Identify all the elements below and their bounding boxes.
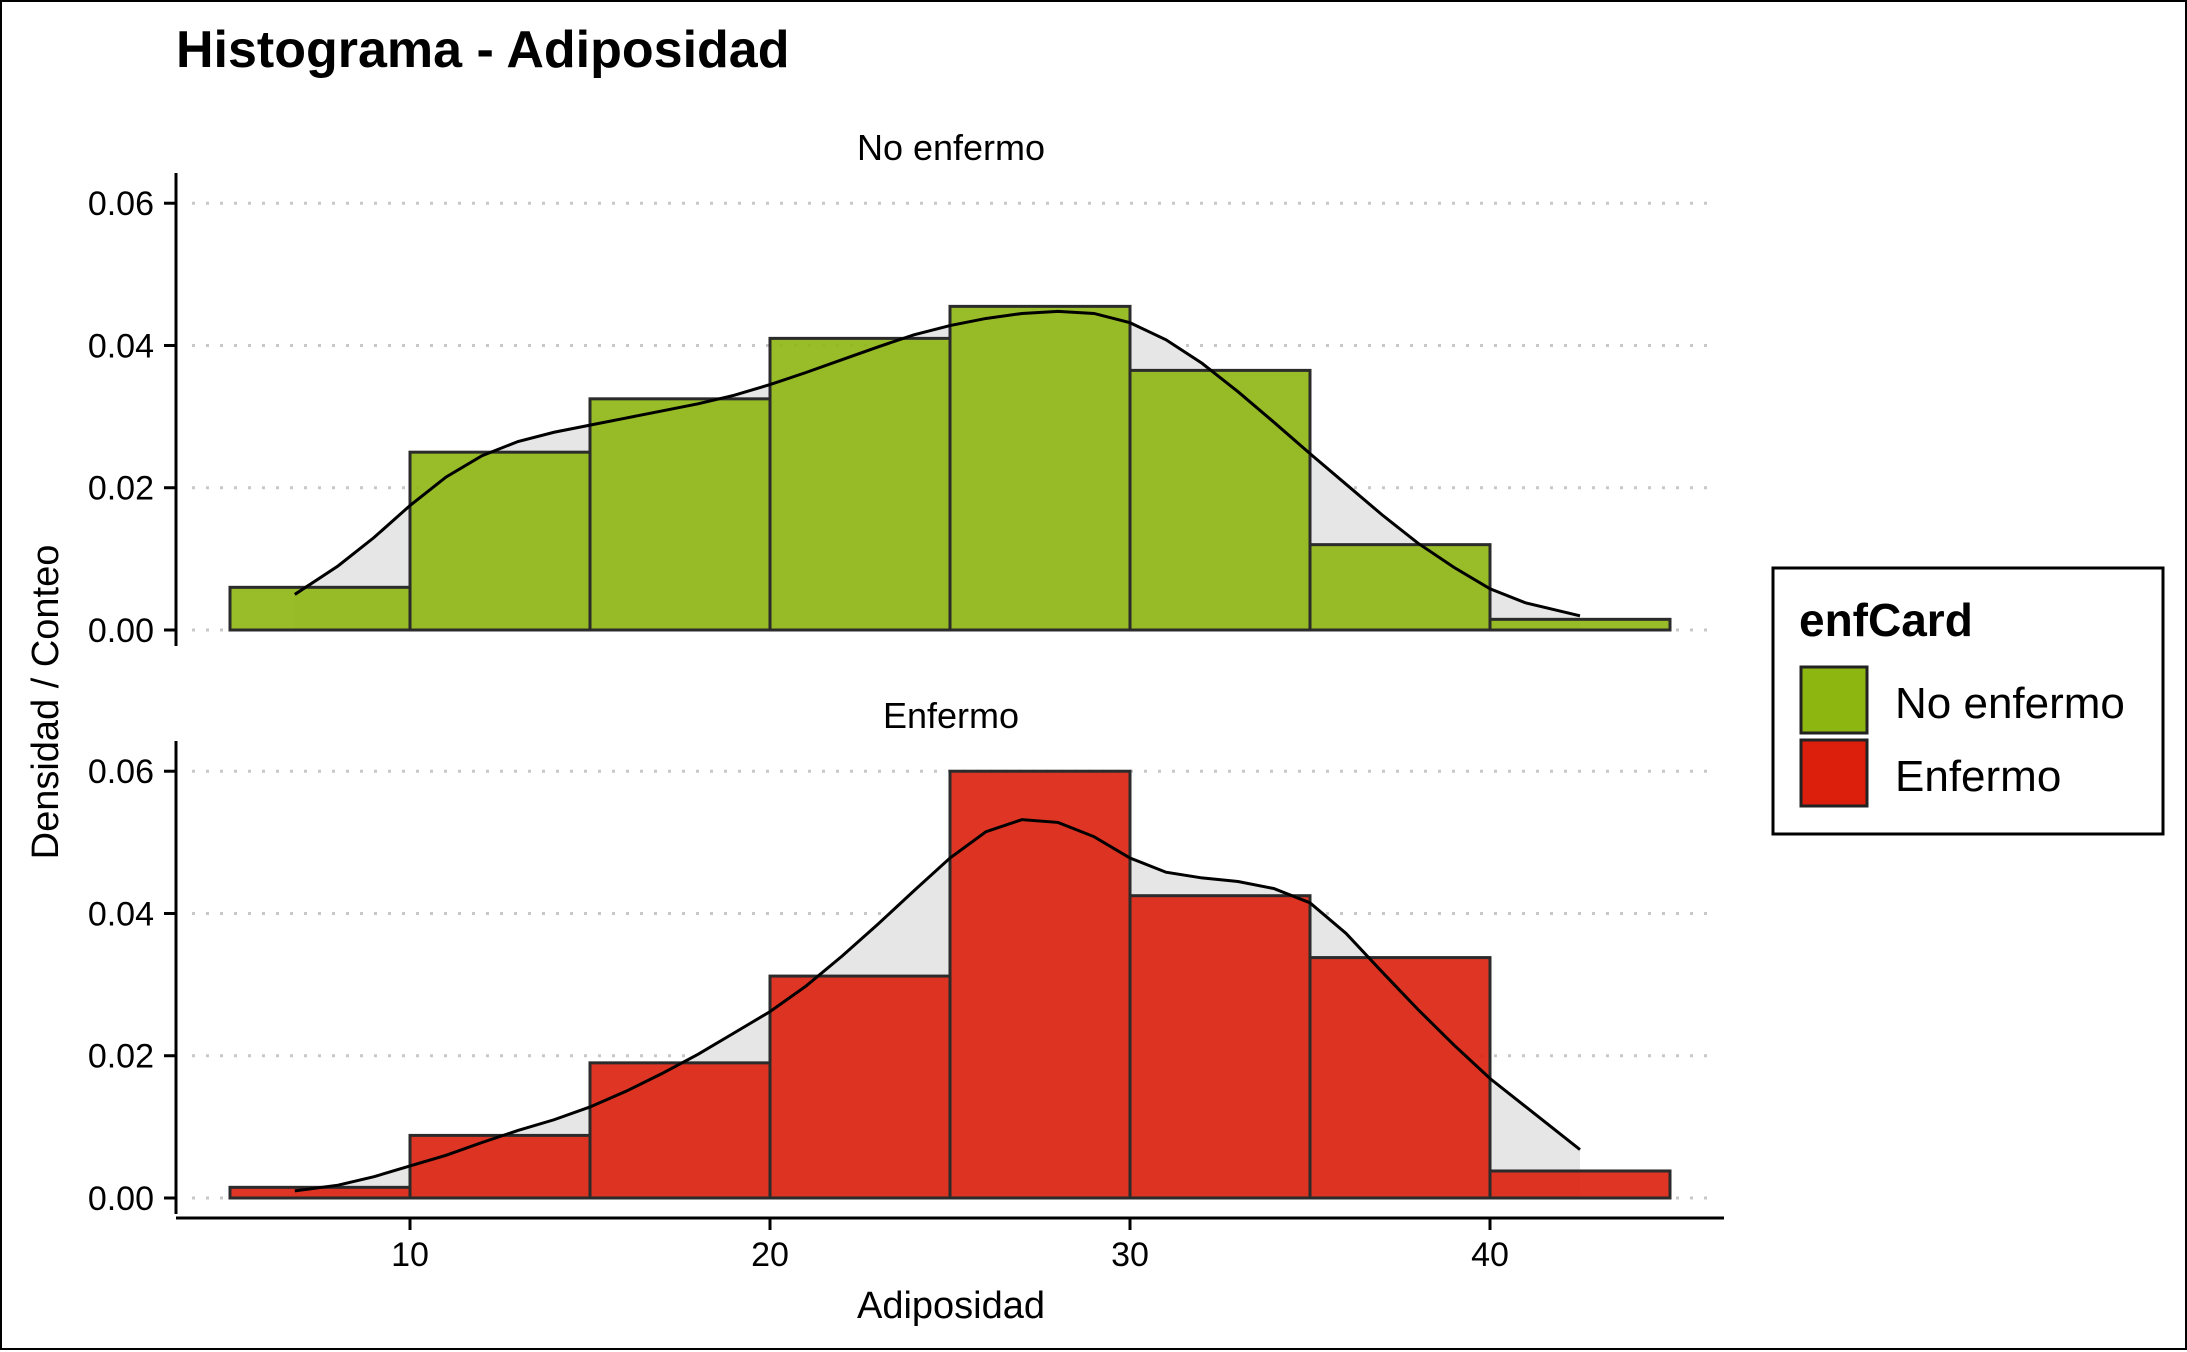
y-tick-label: 0.04 <box>88 895 154 933</box>
bars <box>228 769 1672 1200</box>
histogram-bar <box>768 974 952 1200</box>
legend-swatch-no-enfermo <box>1799 665 1869 735</box>
y-tick-label: 0.00 <box>88 612 154 650</box>
x-tick-label: 40 <box>1471 1236 1509 1274</box>
histogram-bar <box>948 769 1132 1200</box>
histogram-bar <box>408 1133 592 1200</box>
y-tick-label: 0.06 <box>88 185 154 223</box>
histogram-bar <box>768 336 952 632</box>
histogram-bar <box>1128 894 1312 1200</box>
x-axis-label: Adiposidad <box>857 1285 1045 1327</box>
y-tick-label: 0.02 <box>88 1038 154 1076</box>
y-axis: 0.00 0.02 0.04 0.06 <box>88 173 178 650</box>
y-tick-label: 0.00 <box>88 1180 154 1218</box>
y-axis-label: Densidad / Conteo <box>25 545 67 860</box>
legend-title: enfCard <box>1799 594 1973 646</box>
panel-no-enfermo: 0.00 0.02 0.04 0.06 <box>88 173 1718 650</box>
histogram-bar <box>408 450 592 632</box>
panel-enfermo: 0.00 0.02 0.04 0.06 <box>88 741 1718 1218</box>
density-curve <box>294 818 1581 1193</box>
histogram-bar <box>1308 543 1492 632</box>
histogram-bar <box>228 585 412 632</box>
y-tick-label: 0.06 <box>88 753 154 791</box>
legend: enfCard No enfermo Enfermo <box>1771 566 2165 836</box>
x-tick-label: 20 <box>751 1236 789 1274</box>
y-tick-label: 0.02 <box>88 470 154 508</box>
strip-label-enfermo: Enfermo <box>883 695 1019 736</box>
y-tick-label: 0.04 <box>88 327 154 365</box>
legend-swatch-enfermo <box>1799 738 1869 808</box>
histogram-bar <box>588 397 772 632</box>
x-tick-label: 30 <box>1111 1236 1149 1274</box>
histogram-bar <box>1488 617 1672 632</box>
density-curve <box>293 309 1581 618</box>
histogram-bar <box>948 304 1132 632</box>
y-axis: 0.00 0.02 0.04 0.06 <box>88 741 178 1218</box>
histogram-bar <box>1128 368 1312 632</box>
strip-label-no-enfermo: No enfermo <box>857 127 1045 168</box>
legend-label-enfermo: Enfermo <box>1895 752 2061 801</box>
chart-title: Histograma - Adiposidad <box>176 21 789 79</box>
x-axis: 10 20 30 40 <box>176 1216 1724 1274</box>
histogram-bar <box>1488 1169 1672 1200</box>
x-tick-label: 10 <box>391 1236 429 1274</box>
histogram-bar <box>1308 956 1492 1200</box>
histogram-bar <box>588 1061 772 1200</box>
bars <box>228 304 1672 632</box>
legend-label-no-enfermo: No enfermo <box>1895 679 2125 728</box>
